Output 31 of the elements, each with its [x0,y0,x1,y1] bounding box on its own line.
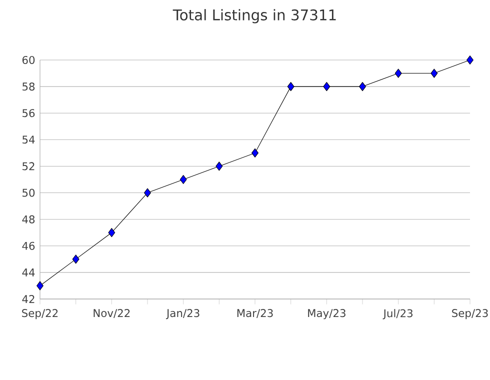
point [323,82,330,92]
x-tick-label: Sep/22 [22,309,58,320]
y-tick-label: 48 [22,215,35,224]
point [36,281,44,290]
x-tick-label: May/23 [308,309,346,320]
x-tick-label: Nov/22 [94,309,130,318]
y-tick-label: 44 [22,268,35,276]
point [287,82,294,92]
point [430,68,438,78]
x-tick-label: Sep/23 [452,309,488,320]
point [252,148,258,158]
point [108,228,116,238]
y-tick-label: 52 [22,162,34,170]
x-tick-label: Jul/23 [382,309,413,320]
point [216,162,223,171]
y-tick-label: 60 [22,56,35,64]
y-tick-label: 56 [22,109,35,118]
chart-title: Total Listings in 37311 [172,9,336,24]
point [72,254,80,264]
x-tick-label: Mar/23 [237,309,273,318]
y-tick-label: 54 [22,136,35,144]
point [180,174,187,184]
point [144,188,151,198]
y-tick-label: 50 [22,188,35,197]
point [394,68,402,78]
point [466,55,474,65]
x-tick-label: Jan/23 [166,309,200,320]
point [359,82,366,92]
y-tick-label: 46 [22,242,35,250]
y-tick-label: 58 [22,82,35,91]
y-tick-label: 42 [22,295,34,303]
